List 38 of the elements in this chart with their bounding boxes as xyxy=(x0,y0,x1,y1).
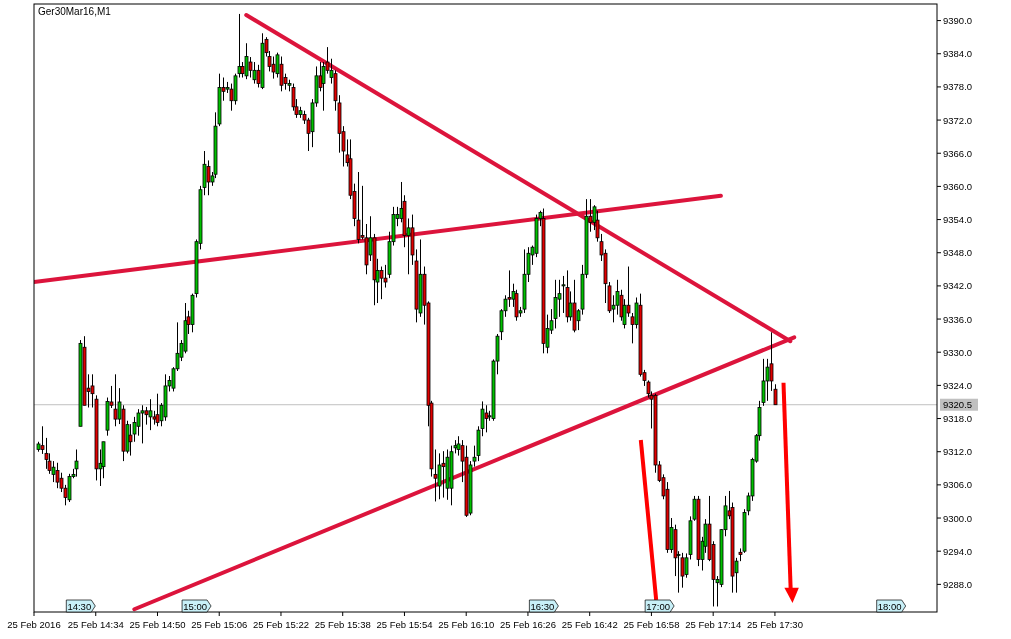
y-tick-label: 9300.0 xyxy=(943,512,973,524)
x-tick-label: 25 Feb 2016 xyxy=(7,619,61,630)
y-tick-label: 9366.0 xyxy=(943,147,973,159)
annotation: 18:00 xyxy=(877,600,902,612)
annotation: 14:30 xyxy=(67,600,92,612)
y-tick-label: 9318.0 xyxy=(943,413,973,425)
x-tick-label: 25 Feb 15:38 xyxy=(314,619,371,630)
y-tick-label: 9294.0 xyxy=(943,545,973,557)
x-tick-label: 25 Feb 15:06 xyxy=(191,619,248,630)
y-tick-label: 9372.0 xyxy=(943,114,973,126)
y-tick-label: 9342.0 xyxy=(943,280,973,292)
y-tick-label: 9354.0 xyxy=(943,214,973,226)
x-tick-label: 25 Feb 15:54 xyxy=(376,619,433,630)
x-tick-label: 25 Feb 15:22 xyxy=(252,619,309,630)
x-tick-label: 25 Feb 17:14 xyxy=(685,619,742,630)
x-tick-label: 25 Feb 16:58 xyxy=(623,619,680,630)
y-tick-label: 9348.0 xyxy=(943,247,973,259)
x-tick-label: 25 Feb 16:42 xyxy=(561,619,618,630)
y-tick-label: 9330.0 xyxy=(943,346,973,358)
y-tick-label: 9324.0 xyxy=(943,379,973,391)
y-tick-label: 9306.0 xyxy=(943,479,973,491)
y-tick-label: 9360.0 xyxy=(943,180,973,192)
annotation: 15:00 xyxy=(183,600,207,612)
y-tick-label: 9378.0 xyxy=(943,81,973,93)
chart-title: Ger30Mar16,M1 xyxy=(38,6,112,17)
ref-line-label: 9320.5 xyxy=(943,399,973,411)
x-tick-label: 25 Feb 14:34 xyxy=(67,619,124,630)
y-tick-label: 9336.0 xyxy=(943,313,973,325)
x-tick-label: 25 Feb 16:10 xyxy=(438,619,495,630)
y-tick-label: 9312.0 xyxy=(943,446,973,458)
x-tick-label: 25 Feb 14:50 xyxy=(129,619,186,630)
y-tick-label: 9384.0 xyxy=(943,48,973,60)
annotation: 17:00 xyxy=(646,600,671,612)
y-tick-label: 9390.0 xyxy=(943,15,973,27)
x-tick-label: 25 Feb 17:30 xyxy=(746,619,803,630)
x-tick-label: 25 Feb 16:26 xyxy=(499,619,556,630)
annotation: 16:30 xyxy=(530,600,555,612)
y-tick-label: 9288.0 xyxy=(943,578,973,590)
